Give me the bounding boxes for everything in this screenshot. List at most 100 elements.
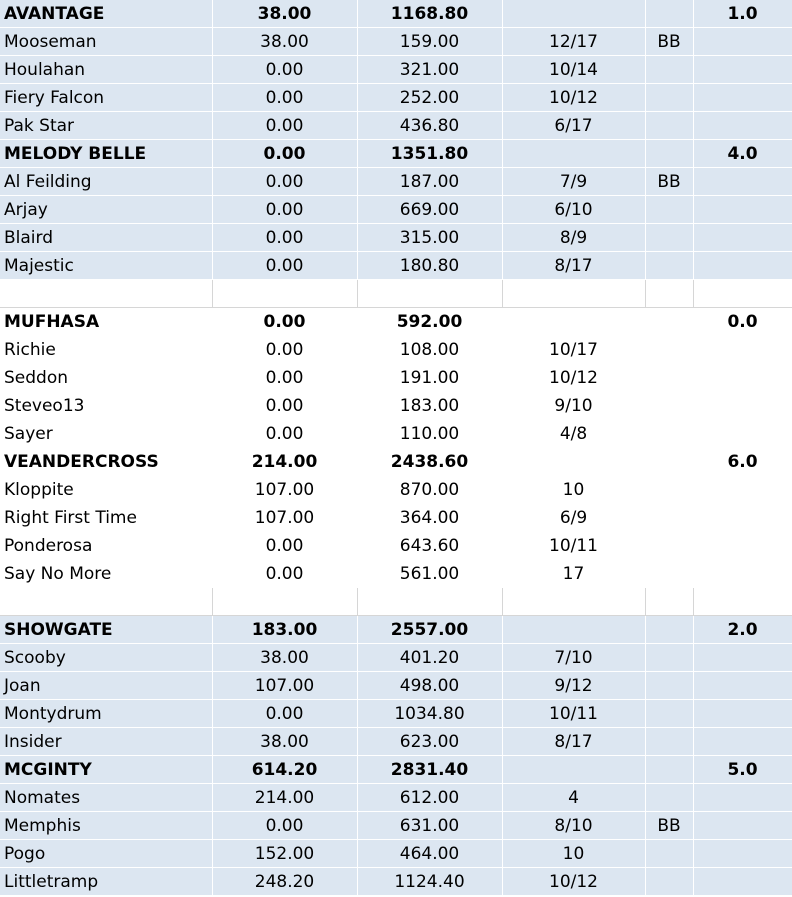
team-col-e-cell[interactable]: 1.0: [693, 0, 792, 28]
player-col-e-cell[interactable]: [693, 531, 792, 560]
player-col-e-cell[interactable]: [693, 503, 792, 532]
player-col-d-cell[interactable]: [645, 559, 694, 588]
team-col-c-cell[interactable]: [502, 447, 646, 476]
player-col-a-cell[interactable]: 214.00: [212, 783, 358, 812]
empty-cell[interactable]: [357, 587, 503, 616]
player-col-a-cell[interactable]: 0.00: [212, 251, 358, 280]
player-col-e-cell[interactable]: [693, 111, 792, 140]
team-name-cell[interactable]: AVANTAGE: [0, 0, 213, 28]
player-col-b-cell[interactable]: 110.00: [357, 419, 503, 448]
team-col-d-cell[interactable]: [645, 307, 694, 336]
player-col-c-cell[interactable]: 10: [502, 839, 646, 868]
player-col-e-cell[interactable]: [693, 419, 792, 448]
player-col-b-cell[interactable]: 159.00: [357, 27, 503, 56]
player-col-d-cell[interactable]: BB: [645, 27, 694, 56]
player-col-a-cell[interactable]: 0.00: [212, 391, 358, 420]
player-col-a-cell[interactable]: 0.00: [212, 335, 358, 364]
player-name-cell[interactable]: Arjay: [0, 195, 213, 224]
player-col-b-cell[interactable]: 561.00: [357, 559, 503, 588]
player-col-d-cell[interactable]: [645, 503, 694, 532]
team-col-c-cell[interactable]: [502, 615, 646, 644]
player-col-a-cell[interactable]: 0.00: [212, 811, 358, 840]
player-col-c-cell[interactable]: 6/9: [502, 503, 646, 532]
player-col-c-cell[interactable]: 17: [502, 559, 646, 588]
team-col-a-cell[interactable]: 0.00: [212, 307, 358, 336]
player-col-e-cell[interactable]: [693, 671, 792, 700]
player-col-c-cell[interactable]: 4/8: [502, 419, 646, 448]
player-col-d-cell[interactable]: [645, 419, 694, 448]
player-col-b-cell[interactable]: 631.00: [357, 811, 503, 840]
team-col-a-cell[interactable]: 183.00: [212, 615, 358, 644]
player-col-b-cell[interactable]: 108.00: [357, 335, 503, 364]
player-col-d-cell[interactable]: [645, 867, 694, 896]
player-col-d-cell[interactable]: [645, 643, 694, 672]
player-col-e-cell[interactable]: [693, 335, 792, 364]
team-col-e-cell[interactable]: 2.0: [693, 615, 792, 644]
player-col-c-cell[interactable]: 4: [502, 783, 646, 812]
empty-cell[interactable]: [693, 279, 792, 308]
player-name-cell[interactable]: Insider: [0, 727, 213, 756]
player-name-cell[interactable]: Pogo: [0, 839, 213, 868]
player-col-e-cell[interactable]: [693, 223, 792, 252]
empty-cell[interactable]: [645, 279, 694, 308]
player-col-b-cell[interactable]: 498.00: [357, 671, 503, 700]
player-col-d-cell[interactable]: [645, 111, 694, 140]
team-col-b-cell[interactable]: 2557.00: [357, 615, 503, 644]
player-name-cell[interactable]: Nomates: [0, 783, 213, 812]
player-name-cell[interactable]: Ponderosa: [0, 531, 213, 560]
player-col-c-cell[interactable]: 10/11: [502, 699, 646, 728]
player-col-a-cell[interactable]: 38.00: [212, 727, 358, 756]
player-col-c-cell[interactable]: 10/17: [502, 335, 646, 364]
player-col-a-cell[interactable]: 107.00: [212, 671, 358, 700]
player-col-e-cell[interactable]: [693, 167, 792, 196]
player-col-e-cell[interactable]: [693, 839, 792, 868]
team-col-a-cell[interactable]: 214.00: [212, 447, 358, 476]
player-col-e-cell[interactable]: [693, 363, 792, 392]
player-col-e-cell[interactable]: [693, 727, 792, 756]
team-name-cell[interactable]: VEANDERCROSS: [0, 447, 213, 476]
player-name-cell[interactable]: Al Feilding: [0, 167, 213, 196]
player-name-cell[interactable]: Littletramp: [0, 867, 213, 896]
player-name-cell[interactable]: Sayer: [0, 419, 213, 448]
player-col-d-cell[interactable]: [645, 223, 694, 252]
team-col-d-cell[interactable]: [645, 755, 694, 784]
player-name-cell[interactable]: Steveo13: [0, 391, 213, 420]
player-name-cell[interactable]: Say No More: [0, 559, 213, 588]
empty-cell[interactable]: [357, 279, 503, 308]
player-col-c-cell[interactable]: 7/10: [502, 643, 646, 672]
player-col-d-cell[interactable]: [645, 531, 694, 560]
player-col-d-cell[interactable]: [645, 783, 694, 812]
team-col-b-cell[interactable]: 1168.80: [357, 0, 503, 28]
player-col-b-cell[interactable]: 464.00: [357, 839, 503, 868]
player-col-a-cell[interactable]: 0.00: [212, 167, 358, 196]
team-col-d-cell[interactable]: [645, 139, 694, 168]
team-col-b-cell[interactable]: 1351.80: [357, 139, 503, 168]
team-col-d-cell[interactable]: [645, 615, 694, 644]
player-col-b-cell[interactable]: 436.80: [357, 111, 503, 140]
team-col-e-cell[interactable]: 6.0: [693, 447, 792, 476]
team-col-e-cell[interactable]: 5.0: [693, 755, 792, 784]
player-col-c-cell[interactable]: 10/12: [502, 363, 646, 392]
team-name-cell[interactable]: MCGINTY: [0, 755, 213, 784]
player-col-d-cell[interactable]: [645, 475, 694, 504]
player-col-a-cell[interactable]: 0.00: [212, 111, 358, 140]
player-col-e-cell[interactable]: [693, 811, 792, 840]
team-col-b-cell[interactable]: 2438.60: [357, 447, 503, 476]
player-name-cell[interactable]: Right First Time: [0, 503, 213, 532]
team-col-c-cell[interactable]: [502, 139, 646, 168]
player-col-e-cell[interactable]: [693, 867, 792, 896]
player-col-d-cell[interactable]: [645, 195, 694, 224]
player-col-b-cell[interactable]: 321.00: [357, 55, 503, 84]
player-col-e-cell[interactable]: [693, 559, 792, 588]
player-col-c-cell[interactable]: 10/12: [502, 83, 646, 112]
team-col-a-cell[interactable]: 0.00: [212, 139, 358, 168]
empty-cell[interactable]: [645, 587, 694, 616]
team-col-e-cell[interactable]: 0.0: [693, 307, 792, 336]
player-col-b-cell[interactable]: 315.00: [357, 223, 503, 252]
player-col-e-cell[interactable]: [693, 195, 792, 224]
empty-cell[interactable]: [0, 587, 213, 616]
player-name-cell[interactable]: Blaird: [0, 223, 213, 252]
player-col-c-cell[interactable]: 10: [502, 475, 646, 504]
player-col-b-cell[interactable]: 623.00: [357, 727, 503, 756]
team-col-b-cell[interactable]: 2831.40: [357, 755, 503, 784]
